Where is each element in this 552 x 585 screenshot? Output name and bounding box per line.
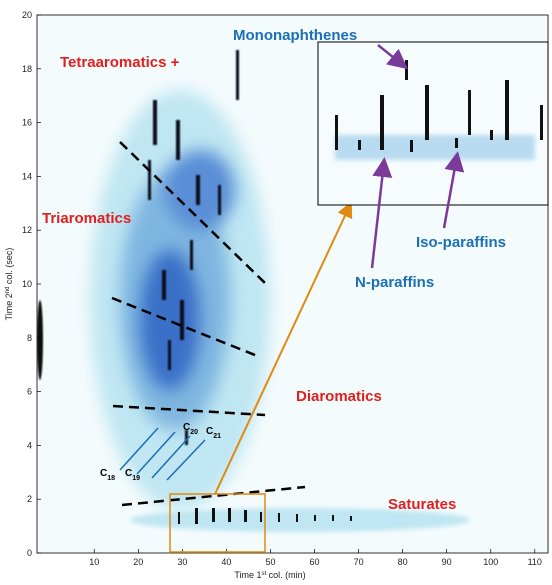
inset-frame xyxy=(317,41,549,206)
x-label-part: Time 1 xyxy=(234,570,261,580)
streak xyxy=(37,300,43,380)
carbon-label: C18 xyxy=(100,468,115,482)
signal xyxy=(37,50,470,532)
label-arrows xyxy=(370,44,465,269)
y-tick-label: 8 xyxy=(27,333,32,343)
x-tick-label: 100 xyxy=(483,557,498,567)
y-label-sup: nd xyxy=(5,287,11,294)
x-tick-label: 110 xyxy=(528,557,542,567)
saturate-peaks xyxy=(178,508,352,524)
carbon-label: C20 xyxy=(183,422,198,436)
y-tick-label: 0 xyxy=(27,548,32,558)
x-tick-label: 10 xyxy=(89,557,99,567)
y-tick-label: 14 xyxy=(22,171,32,181)
carbon-sub: 21 xyxy=(213,433,221,440)
zoom-arrow xyxy=(214,201,353,495)
ticks: 10 20 30 40 50 60 70 80 90 100 110 0 2 4 6 8 10 12 14 16 18 2… xyxy=(22,10,542,567)
inset-label: Iso-paraffins xyxy=(416,234,506,251)
blob xyxy=(140,250,200,390)
x-axis-label: Time 1st col. (min) xyxy=(234,570,305,580)
carbon-base: C xyxy=(206,426,213,437)
region-label: Saturates xyxy=(388,496,456,513)
inset-peaks xyxy=(335,60,543,152)
peaks xyxy=(148,50,239,445)
carbon-base: C xyxy=(125,468,132,479)
y-tick-label: 4 xyxy=(27,440,32,450)
y-tick-label: 12 xyxy=(22,225,32,235)
carbon-label: C21 xyxy=(206,426,221,440)
carbon-lines xyxy=(119,427,206,481)
carbon-label: C19 xyxy=(125,468,140,482)
y-tick-label: 10 xyxy=(22,279,32,289)
y-tick-label: 18 xyxy=(22,64,32,74)
region-label: Tetraaromatics + xyxy=(60,54,180,71)
region-label: Diaromatics xyxy=(296,388,382,405)
x-tick-label: 60 xyxy=(310,557,320,567)
y-tick-label: 2 xyxy=(27,494,32,504)
y-label-part: Time 2 xyxy=(4,293,14,320)
carbon-sub: 20 xyxy=(190,429,198,436)
y-label-part: col. (sec) xyxy=(4,248,14,287)
inset xyxy=(317,41,549,206)
x-tick-label: 70 xyxy=(354,557,364,567)
x-label-sup: st xyxy=(261,571,266,577)
y-tick-label: 6 xyxy=(27,387,32,397)
zoom-box xyxy=(169,493,266,553)
y-tick-label: 16 xyxy=(22,118,32,128)
x-label-part: col. (min) xyxy=(266,570,306,580)
region-dividers xyxy=(111,141,306,507)
carbon-sub: 18 xyxy=(107,475,115,482)
x-tick-label: 50 xyxy=(265,557,275,567)
x-tick-label: 90 xyxy=(442,557,452,567)
y-axis-label: Time 2nd col. (sec) xyxy=(4,248,14,321)
inset-glow xyxy=(335,135,535,160)
inset-label: N-paraffins xyxy=(355,274,434,291)
carbon-base: C xyxy=(100,468,107,479)
carbon-base: C xyxy=(183,422,190,433)
x-tick-label: 80 xyxy=(398,557,408,567)
region-label: Triaromatics xyxy=(42,210,131,227)
x-tick-label: 20 xyxy=(133,557,143,567)
carbon-sub: 19 xyxy=(132,475,140,482)
x-tick-label: 30 xyxy=(177,557,187,567)
y-tick-label: 20 xyxy=(22,10,32,20)
inset-label: Mononaphthenes xyxy=(233,27,357,44)
x-tick-label: 40 xyxy=(221,557,231,567)
